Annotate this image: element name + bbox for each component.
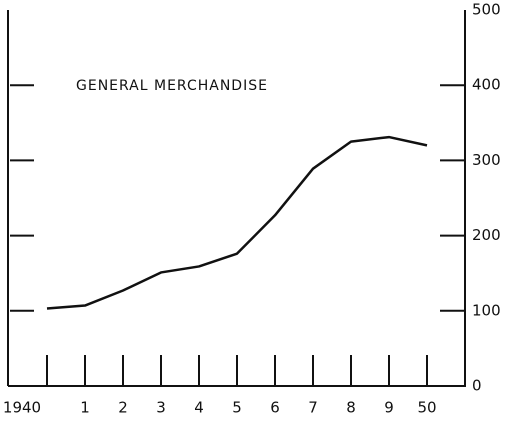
x-tick-label: 8 xyxy=(346,399,356,417)
y-tick-label: 400 xyxy=(472,76,501,94)
line xyxy=(46,135,428,310)
x-tick-label: 9 xyxy=(384,399,394,417)
x-tick-label: 7 xyxy=(308,399,318,417)
x-tick-label: 3 xyxy=(156,399,166,417)
x-tick-label: 1 xyxy=(80,399,90,417)
y-tick-label: 300 xyxy=(472,151,501,169)
y-tick-label: 500 xyxy=(472,1,501,19)
x-tick-label: 50 xyxy=(417,399,436,417)
x-tick-label: 1940 xyxy=(3,399,41,417)
y-tick-label: 200 xyxy=(472,226,501,244)
x-tick-label: 4 xyxy=(194,399,204,417)
x-tick-label: 5 xyxy=(232,399,242,417)
chart-title: GENERAL MERCHANDISE xyxy=(76,78,268,94)
y-tick-label: 100 xyxy=(472,301,501,319)
x-tick-label: 6 xyxy=(270,399,280,417)
y-tick-label: 0 xyxy=(472,377,482,395)
x-tick-label: 2 xyxy=(118,399,128,417)
